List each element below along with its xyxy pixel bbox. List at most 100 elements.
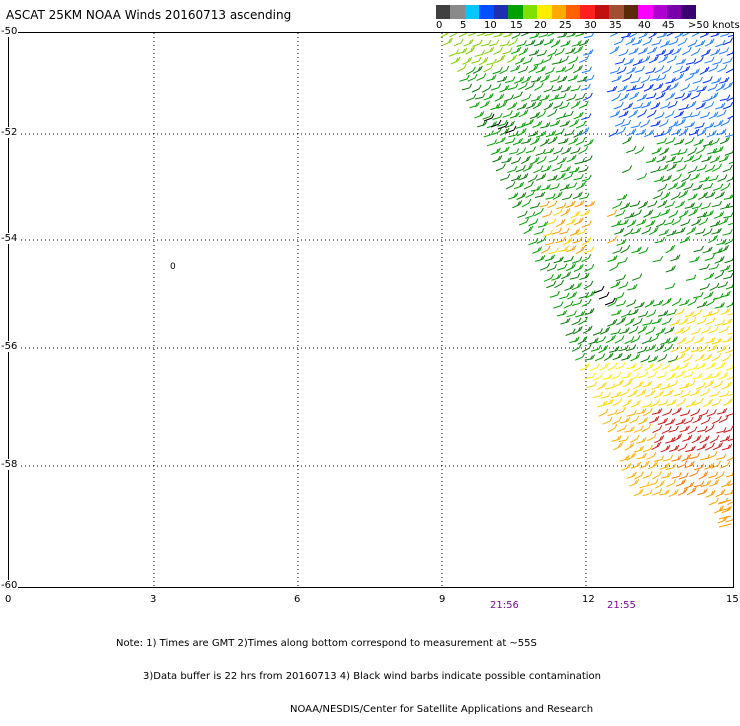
- wind-barb-flag: [611, 353, 613, 357]
- wind-barb: [719, 524, 731, 527]
- wind-barb-flag: [667, 148, 669, 152]
- wind-barb: [638, 330, 645, 334]
- wind-barb-flag: [652, 130, 654, 134]
- wind-barb: [641, 231, 648, 234]
- wind-barb-flag: [591, 281, 593, 285]
- colorbar-swatch: [494, 5, 508, 19]
- wind-barb-flag: [566, 246, 568, 250]
- wind-barb-flag: [565, 76, 567, 80]
- wind-barb-flag: [569, 86, 571, 90]
- wind-barb: [719, 419, 726, 422]
- wind-barb: [504, 99, 511, 102]
- wind-barb-flag: [567, 56, 569, 60]
- wind-barb: [705, 169, 712, 172]
- wind-barb: [450, 33, 457, 37]
- wind-barb: [651, 216, 659, 218]
- wind-barb-flag: [679, 149, 681, 153]
- wind-barb-flag: [510, 48, 512, 52]
- wind-barb-flag: [537, 157, 539, 161]
- wind-barb: [669, 430, 677, 432]
- wind-barb-flag: [634, 129, 636, 133]
- wind-barb-flag: [657, 399, 659, 403]
- wind-barb: [599, 413, 606, 416]
- wind-barb-flag: [729, 382, 731, 386]
- wind-barb-flag: [675, 337, 677, 341]
- wind-barb-flag: [668, 102, 670, 106]
- wind-barb: [533, 170, 540, 173]
- wind-barb: [640, 124, 647, 128]
- wind-barb-flag: [589, 175, 591, 179]
- wind-barb-flag: [682, 111, 684, 115]
- wind-barb: [511, 51, 519, 54]
- wind-barb: [707, 413, 714, 416]
- wind-barb-flag: [728, 265, 730, 269]
- wind-barb: [572, 303, 580, 305]
- wind-barb-flag: [501, 33, 503, 35]
- wind-barb-flag: [500, 47, 502, 51]
- wind-barb-flag: [674, 163, 676, 167]
- wind-barb-flag: [515, 166, 517, 170]
- wind-barb-flag: [719, 353, 721, 357]
- wind-barb: [517, 44, 525, 46]
- wind-barb-flag: [694, 59, 696, 63]
- wind-barb-flag: [483, 93, 485, 97]
- wind-barb-flag: [662, 480, 664, 484]
- wind-barb-flag: [698, 69, 700, 73]
- wind-barb: [715, 475, 722, 479]
- wind-barb-flag: [663, 237, 665, 241]
- wind-barb: [507, 170, 515, 173]
- wind-barb-flag: [704, 318, 706, 322]
- wind-barb-flag: [727, 47, 729, 51]
- wind-barb-flag: [732, 237, 733, 241]
- wind-barb-flag: [710, 399, 712, 403]
- wind-barb-flag: [717, 138, 719, 142]
- wind-barb: [662, 70, 669, 74]
- wind-barb: [564, 260, 572, 262]
- wind-barb-flag: [624, 127, 626, 131]
- wind-barb-flag: [653, 327, 655, 331]
- wind-barb-flag: [569, 272, 571, 276]
- wind-barb: [721, 187, 728, 191]
- wind-barb-flag: [698, 92, 700, 96]
- wind-barb: [683, 187, 691, 190]
- wind-barb-flag: [621, 102, 623, 106]
- wind-barb: [612, 421, 619, 425]
- wind-barb: [474, 115, 482, 118]
- wind-barb: [630, 377, 637, 380]
- wind-barb: [556, 117, 564, 119]
- wind-barb-flag: [574, 263, 576, 267]
- wind-barb-flag: [639, 247, 641, 251]
- wind-barb-flag: [730, 336, 732, 340]
- colorbar-label: 0: [436, 20, 442, 31]
- wind-barb: [565, 68, 572, 72]
- wind-barb: [728, 115, 733, 118]
- wind-barb-flag: [704, 362, 706, 366]
- wind-barb-flag: [725, 346, 727, 350]
- wind-barb-flag: [615, 86, 617, 90]
- wind-barb-flag: [580, 326, 582, 330]
- wind-barb: [523, 61, 531, 64]
- wind-barb-flag: [704, 129, 706, 133]
- wind-barb: [674, 115, 681, 118]
- wind-barb-flag: [523, 57, 525, 61]
- wind-barb-flag: [558, 40, 560, 44]
- wind-barb-flag: [708, 203, 710, 207]
- map-plot-area[interactable]: 0: [8, 32, 734, 588]
- wind-barb-flag: [626, 111, 628, 115]
- wind-barb: [621, 124, 629, 126]
- wind-barb: [569, 61, 576, 64]
- wind-barb-flag: [678, 365, 680, 369]
- wind-barb: [509, 152, 517, 154]
- wind-barb-flag: [540, 121, 542, 125]
- wind-barb-flag: [632, 443, 634, 447]
- pass-time-label: 21:56: [490, 600, 519, 611]
- wind-barb-flag: [693, 122, 695, 126]
- wind-barb-flag: [473, 67, 475, 71]
- wind-barb-flag: [537, 50, 539, 54]
- wind-barb-flag: [701, 139, 703, 143]
- wind-barb: [514, 81, 522, 84]
- wind-barb-flag: [663, 328, 665, 332]
- wind-barb-flag: [647, 461, 649, 465]
- wind-barb-flag: [669, 66, 671, 70]
- wind-barb: [513, 96, 520, 99]
